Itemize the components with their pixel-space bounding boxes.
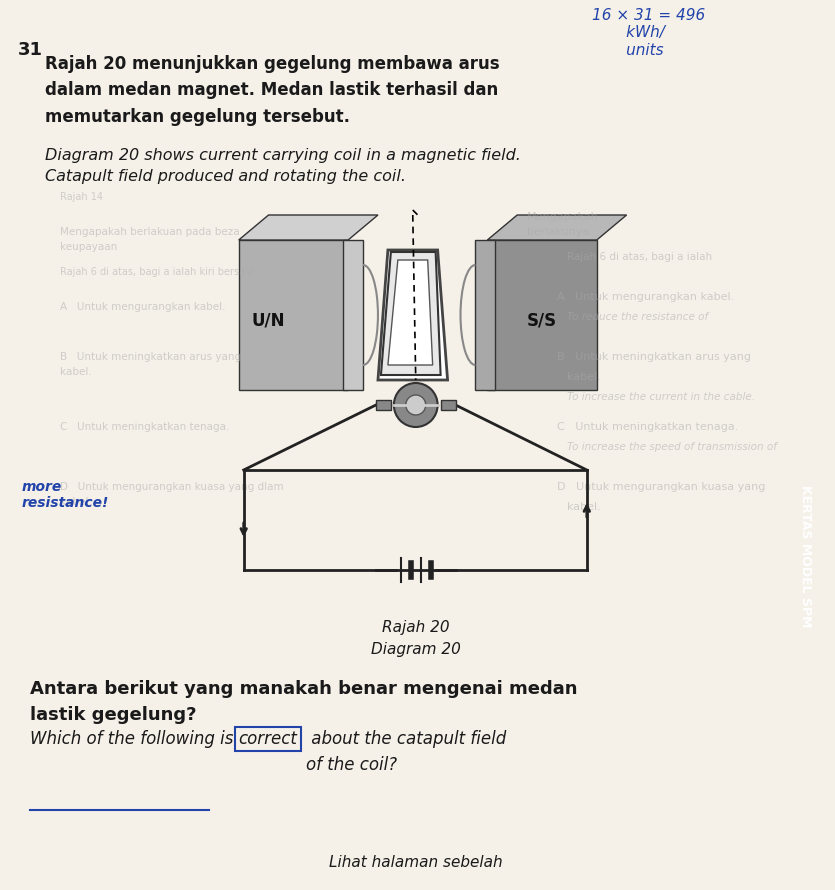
Polygon shape: [388, 260, 433, 365]
Text: correct: correct: [239, 730, 297, 748]
Text: kabel.: kabel.: [59, 497, 91, 507]
Circle shape: [406, 395, 426, 415]
Text: C   Untuk meningkatkan tenaga.: C Untuk meningkatkan tenaga.: [557, 422, 738, 432]
FancyBboxPatch shape: [488, 240, 597, 390]
Text: A   Untuk mengurangkan kabel.: A Untuk mengurangkan kabel.: [59, 302, 225, 312]
Text: To increase the speed of transmission of: To increase the speed of transmission of: [567, 442, 777, 452]
Text: Rajah 14: Rajah 14: [59, 192, 103, 202]
Polygon shape: [381, 252, 441, 375]
Polygon shape: [488, 215, 626, 240]
Polygon shape: [239, 215, 378, 240]
Text: D   Untuk mengurangkan kuasa yang dlam: D Untuk mengurangkan kuasa yang dlam: [59, 482, 283, 492]
Text: Mengapakah: Mengapakah: [527, 212, 599, 222]
Text: berlakunya: berlakunya: [527, 227, 590, 237]
Text: keupayaan: keupayaan: [59, 242, 117, 252]
Text: S/S: S/S: [527, 311, 557, 329]
Text: about the catapult field
of the coil?: about the catapult field of the coil?: [306, 730, 507, 774]
Text: Antara berikut yang manakah benar mengenai medan
lastik gegelung?: Antara berikut yang manakah benar mengen…: [30, 680, 577, 724]
Text: 16 × 31 = 496
       kWh/
       units: 16 × 31 = 496 kWh/ units: [592, 8, 705, 58]
Text: To increase the current in the cable.: To increase the current in the cable.: [567, 392, 755, 402]
Bar: [376, 400, 391, 410]
FancyBboxPatch shape: [475, 240, 495, 390]
Text: A   Untuk mengurangkan kabel.: A Untuk mengurangkan kabel.: [557, 292, 734, 302]
Text: more
resistance!: more resistance!: [22, 480, 109, 510]
Text: kabel.: kabel.: [59, 367, 91, 377]
FancyBboxPatch shape: [239, 240, 348, 390]
Text: Mengapakah berlakuan pada beza: Mengapakah berlakuan pada beza: [59, 227, 240, 237]
Text: KERTAS MODEL SPM: KERTAS MODEL SPM: [799, 485, 812, 627]
Text: To reduce the resistance of: To reduce the resistance of: [567, 312, 708, 322]
Text: Diagram 20 shows current carrying coil in a magnetic field.
Catapult field produ: Diagram 20 shows current carrying coil i…: [45, 148, 521, 184]
Text: Rajah 6 di atas, bagi a ialah kiri bersaiz: Rajah 6 di atas, bagi a ialah kiri bersa…: [59, 267, 252, 277]
Text: U/N: U/N: [252, 311, 286, 329]
Text: Rajah 20
Diagram 20: Rajah 20 Diagram 20: [371, 620, 461, 657]
Polygon shape: [378, 250, 448, 380]
Bar: [441, 400, 456, 410]
Text: kabel.: kabel.: [567, 372, 600, 382]
Text: Lihat halaman sebelah: Lihat halaman sebelah: [329, 855, 503, 870]
Text: D   Untuk mengurangkan kuasa yang: D Untuk mengurangkan kuasa yang: [557, 482, 766, 492]
Text: Rajah 20 menunjukkan gegelung membawa arus
dalam medan magnet. Medan lastik terh: Rajah 20 menunjukkan gegelung membawa ar…: [45, 55, 499, 125]
Text: B   Untuk meningkatkan arus yang: B Untuk meningkatkan arus yang: [557, 352, 751, 362]
Text: kabel.: kabel.: [567, 502, 600, 512]
Text: Rajah 6 di atas, bagi a ialah: Rajah 6 di atas, bagi a ialah: [567, 252, 712, 262]
FancyBboxPatch shape: [343, 240, 363, 390]
Text: 31: 31: [18, 41, 43, 59]
Text: Which of the following is: Which of the following is: [30, 730, 239, 748]
Circle shape: [394, 383, 438, 427]
Text: B   Untuk meningkatkan arus yang: B Untuk meningkatkan arus yang: [59, 352, 240, 362]
Text: C   Untuk meningkatkan tenaga.: C Untuk meningkatkan tenaga.: [59, 422, 229, 432]
